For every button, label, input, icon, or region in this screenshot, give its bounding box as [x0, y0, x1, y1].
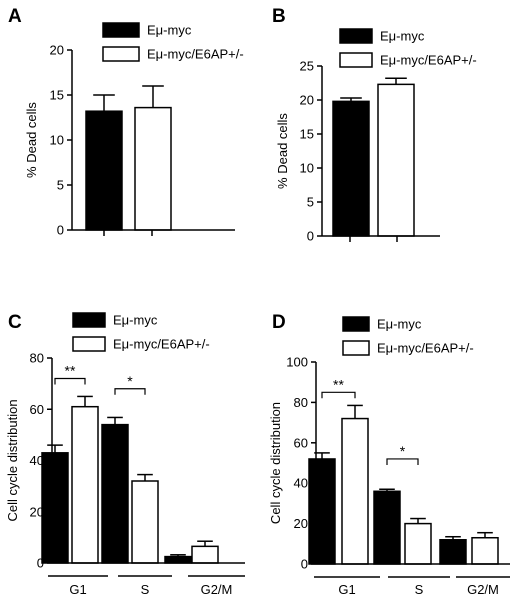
bar-emu-myc-e6ap	[377, 83, 415, 237]
bar-emu-myc	[332, 100, 370, 237]
y-tick-label: 15	[300, 127, 314, 142]
legend-swatch-emu-myc	[102, 22, 140, 38]
legend-label: Eμ-myc	[113, 313, 158, 328]
legend-label: Eμ-myc	[380, 29, 425, 44]
bar-emu-myc-e6ap	[134, 106, 172, 231]
panel-a: A 0 5 10 15 20 % Dead cells Eμ-myc Eμ-myc/E6AP+/…	[8, 6, 244, 238]
legend-swatch-emu-myc	[342, 316, 370, 332]
y-tick-label: 0	[301, 557, 308, 572]
category-label: G1	[338, 582, 355, 597]
y-tick-label: 10	[50, 133, 64, 148]
legend-label: Eμ-myc/E6AP+/-	[380, 53, 477, 68]
legend-label: Eμ-myc/E6AP+/-	[377, 341, 474, 356]
bar-g1-emu-myc	[308, 458, 336, 565]
y-tick-label: 10	[300, 161, 314, 176]
significance-marker: **	[333, 376, 344, 392]
legend-swatch-emu-myc-e6ap	[102, 46, 140, 62]
legend-label: Eμ-myc	[147, 23, 192, 38]
bar-g2m-emu-myc	[164, 555, 192, 564]
significance-bracket	[321, 391, 356, 399]
category-label: G1	[69, 582, 86, 597]
y-tick-label: 100	[286, 355, 308, 370]
y-tick-label: 80	[294, 395, 308, 410]
significance-marker: *	[127, 373, 133, 389]
y-tick-label: 0	[307, 229, 314, 244]
bar-g2m-emu-myc	[439, 539, 467, 565]
panel-d: D 0 20 40 60 80 100 Cell cycle distribution Eμ-m…	[268, 312, 510, 597]
significance-bracket	[114, 388, 146, 395]
legend-swatch-emu-myc	[72, 312, 106, 328]
legend-label: Eμ-myc/E6AP+/-	[147, 47, 244, 62]
y-tick-label: 0	[37, 556, 44, 571]
legend-label: Eμ-myc/E6AP+/-	[113, 337, 210, 352]
legend-swatch-emu-myc	[339, 28, 373, 44]
y-tick-label: 5	[57, 178, 64, 193]
y-tick-label: 40	[294, 476, 308, 491]
bar-s-emu-myc-e6ap	[404, 522, 432, 565]
bar-s-emu-myc	[373, 490, 401, 565]
y-tick-label: 15	[50, 88, 64, 103]
bar-g1-emu-myc-e6ap	[71, 405, 99, 564]
significance-bracket	[386, 458, 419, 465]
bar-emu-myc	[85, 110, 123, 231]
legend-swatch-emu-myc-e6ap	[342, 340, 370, 356]
category-label: S	[141, 582, 150, 597]
y-tick-label: 5	[307, 195, 314, 210]
panel-letter: B	[272, 6, 286, 27]
legend-label: Eμ-myc	[377, 317, 422, 332]
legend-swatch-emu-myc-e6ap	[339, 52, 373, 68]
y-axis-label: Cell cycle distribution	[268, 402, 283, 524]
category-label: S	[415, 582, 424, 597]
y-tick-label: 20	[30, 504, 44, 519]
significance-marker: **	[65, 363, 76, 379]
panel-letter: D	[272, 312, 286, 333]
y-tick-label: 0	[57, 223, 64, 238]
y-tick-label: 60	[294, 435, 308, 450]
y-tick-label: 20	[300, 93, 314, 108]
y-axis-label: Cell cycle distribution	[5, 399, 20, 521]
bar-g2m-emu-myc-e6ap	[191, 545, 219, 564]
panel-letter: A	[8, 6, 22, 27]
significance-marker: *	[400, 443, 406, 459]
panel-c: C 0 20 40 60 80 Cell cycle distribution Eμ-myc E…	[5, 312, 245, 597]
y-tick-label: 60	[30, 402, 44, 417]
y-tick-label: 80	[30, 351, 44, 366]
bar-s-emu-myc	[101, 423, 129, 564]
y-tick-label: 40	[30, 453, 44, 468]
panel-b: B 0 5 10 15 20 25 % Dead cells Eμ-myc Eμ-myc/E6AP…	[272, 6, 477, 244]
y-axis-label: % Dead cells	[275, 113, 290, 189]
significance-bracket	[54, 377, 86, 385]
y-tick-label: 25	[300, 59, 314, 74]
bar-s-emu-myc-e6ap	[131, 480, 159, 564]
bar-g2m-emu-myc-e6ap	[471, 536, 499, 565]
bar-g1-emu-myc-e6ap	[341, 417, 369, 565]
y-tick-label: 20	[50, 43, 64, 58]
category-label: G2/M	[467, 582, 499, 597]
legend-swatch-emu-myc-e6ap	[72, 336, 106, 352]
bar-g1-emu-myc	[41, 452, 69, 564]
y-axis-label: % Dead cells	[24, 102, 39, 178]
y-tick-label: 20	[294, 516, 308, 531]
category-label: G2/M	[201, 582, 233, 597]
panel-letter: C	[8, 312, 22, 333]
